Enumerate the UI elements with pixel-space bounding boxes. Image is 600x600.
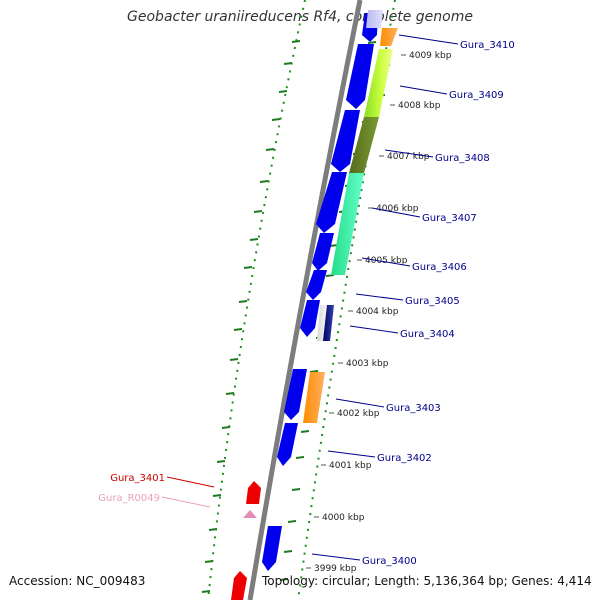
gene-labels: Gura_3410 Gura_3409 Gura_3408 Gura_3407 Gura… [98, 34, 515, 567]
ruler-tick [367, 41, 377, 44]
gene-label-gura-3404: Gura_3404 [400, 329, 455, 340]
kbp-label: 3999 kbp [314, 564, 357, 574]
gene-leader-line [161, 496, 211, 508]
ruler-tick [291, 40, 301, 43]
kbp-label: 4003 kbp [346, 359, 389, 369]
ruler-tick [271, 118, 281, 121]
gene-label-gura-3402: Gura_3402 [377, 453, 432, 464]
gene-label-gura-r0049: Gura_R0049 [98, 493, 160, 504]
ruler-tick [278, 90, 288, 93]
kbp-label: 4009 kbp [409, 51, 452, 61]
gene-leader-line [371, 207, 421, 218]
ruler-tick [249, 238, 259, 241]
gene-label-gura-3401: Gura_3401 [110, 473, 165, 484]
ruler-tick [300, 430, 310, 433]
gene-leader-line [361, 257, 411, 267]
gene-label-gura-3408: Gura_3408 [435, 153, 490, 164]
kbp-label: 4006 kbp [376, 204, 419, 214]
kbp-label: 4007 kbp [387, 152, 430, 162]
cog-bar-navy [323, 305, 334, 341]
gene-leader-line [166, 476, 215, 488]
ruler-tick [253, 210, 263, 213]
ruler-tick [265, 148, 275, 151]
forward-genes [262, 13, 378, 571]
ruler-tick [243, 266, 253, 269]
cog-bar-lime [364, 49, 393, 117]
ruler-tick [309, 370, 319, 373]
gene-label-gura-3405: Gura_3405 [405, 296, 460, 307]
ruler-tick [279, 578, 289, 581]
cog-bar-orange-top [380, 28, 398, 46]
ruler-tick [295, 456, 305, 459]
cog-bar-seagreen [331, 173, 364, 275]
ruler-tick [221, 426, 231, 429]
ruler-tick [238, 300, 248, 303]
map-title: Geobacter uraniireducens Rf4, complete g… [127, 9, 473, 25]
kbp-labels: 4009 kbp 4008 kbp 4007 kbp 4006 kbp 4005 kbp… [306, 51, 452, 574]
summary-text: Topology: circular; Length: 5,136,364 bp… [262, 574, 592, 588]
gene-leader-line [384, 149, 434, 158]
kbp-label: 4008 kbp [398, 101, 441, 111]
kbp-label: 4000 kbp [322, 513, 365, 523]
gene-label-gura-3406: Gura_3406 [412, 262, 467, 273]
inner-dotted-ring [207, 0, 306, 600]
kbp-label: 4004 kbp [356, 307, 399, 317]
gene-leader-line [398, 34, 459, 45]
ruler-tick [325, 274, 335, 277]
genome-backbone [247, 0, 363, 600]
gene-arrow-gura-3404 [300, 300, 320, 337]
gene-arrow-gura-3401 [246, 481, 261, 504]
ruler-tick [283, 550, 293, 553]
ruler-tick [216, 460, 226, 463]
gene-arrow-gura-3408 [331, 110, 360, 172]
outer-dotted-ring [297, 0, 396, 600]
ruler-tick [233, 328, 243, 331]
gene-arrow-gura-3399 [231, 571, 247, 600]
rna-gura-r0049 [243, 510, 257, 518]
gene-arrow-gura-3409 [346, 44, 374, 109]
gene-label-gura-3400: Gura_3400 [362, 556, 417, 567]
gene-leader-line [399, 85, 448, 95]
kbp-label: 4005 kbp [365, 256, 408, 266]
gene-leader-line [355, 293, 404, 301]
ruler-tick [283, 62, 293, 65]
ruler-tick [229, 358, 239, 361]
gene-arrow-gura-3402 [277, 423, 298, 466]
gene-leader-line [349, 325, 399, 334]
ruler-tick [204, 560, 214, 563]
kbp-label: 4001 kbp [329, 461, 372, 471]
gene-leader-line [335, 398, 385, 408]
gene-label-gura-3409: Gura_3409 [449, 90, 504, 101]
gene-leader-line [311, 553, 361, 561]
gene-arrow-gura-3400 [262, 526, 282, 571]
ruler-tick [259, 180, 269, 183]
gene-arrow-gura-3405 [306, 270, 327, 300]
gene-label-gura-3403: Gura_3403 [386, 403, 441, 414]
ruler-tick [225, 392, 235, 395]
gene-label-gura-3407: Gura_3407 [422, 213, 477, 224]
gene-arrow-gura-3407 [316, 172, 347, 233]
ruler-tick [201, 590, 211, 593]
gene-arrow-gura-3403 [284, 369, 307, 420]
accession-text: Accession: NC_009483 [9, 574, 146, 588]
ruler-tick [212, 494, 222, 497]
ruler-tick [287, 520, 297, 523]
cog-bar-lavender [366, 10, 383, 28]
cog-bar-olive [349, 117, 379, 173]
kbp-label: 4002 kbp [337, 409, 380, 419]
gene-arrow-gura-3406 [312, 233, 334, 271]
ruler-tick [291, 488, 301, 491]
ruler-tick [208, 528, 218, 531]
gene-leader-line [327, 450, 376, 458]
gene-label-gura-3410: Gura_3410 [460, 40, 515, 51]
cog-bar-orange-3403 [303, 372, 325, 423]
